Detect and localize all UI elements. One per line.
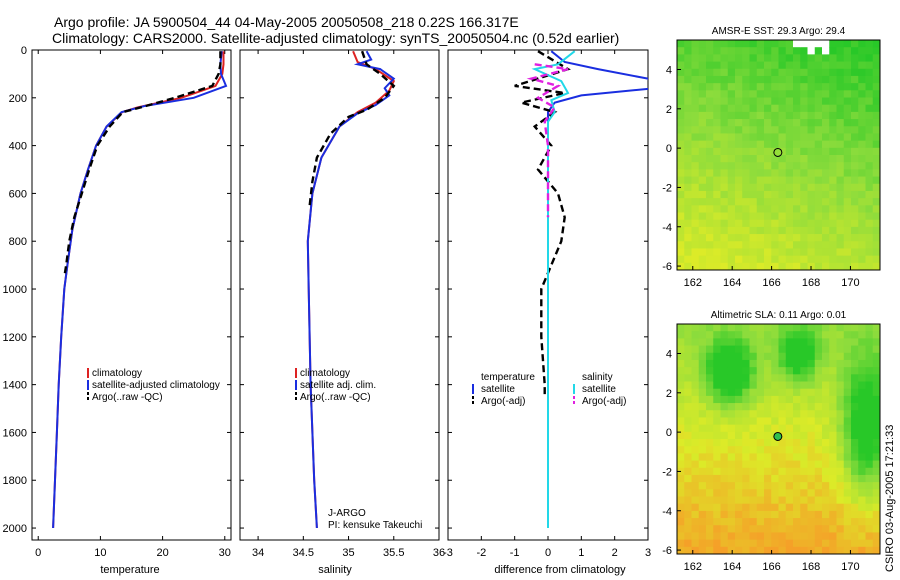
x-axis-label: difference from climatology [494, 564, 626, 576]
x-tick-label: 30 [219, 547, 231, 559]
x-tick-label: -2 [476, 547, 486, 559]
x-tick-label: 168 [802, 561, 820, 573]
x-axis-label: salinity [318, 564, 352, 576]
pi-annotation: PI: kensuke Takeuchi [328, 520, 422, 531]
legend-label: satellite-adjusted climatology [92, 380, 220, 391]
map-frame [676, 39, 881, 271]
x-tick-label: 0 [545, 547, 551, 559]
pi-annotation: J-ARGO [328, 508, 366, 519]
y-tick-label: -6 [662, 545, 672, 557]
y-tick-label: 1200 [3, 332, 27, 344]
series-line-temperature-satellite [547, 50, 648, 528]
series-line-argo-raw-qc- [308, 50, 396, 206]
y-tick-label: 200 [9, 93, 27, 105]
x-tick-label: 2 [612, 547, 618, 559]
x-tick-label: 36 [433, 547, 445, 559]
y-tick-label: 2 [666, 104, 672, 116]
x-tick-label: 168 [802, 277, 820, 289]
plot-frame [31, 49, 232, 541]
x-tick-label: -3 [443, 547, 453, 559]
x-tick-label: 166 [762, 561, 780, 573]
y-tick-label: -2 [662, 466, 672, 478]
series-line-satellite-adjusted-climatology [52, 51, 228, 529]
legend-label: climatology [92, 368, 142, 379]
x-tick-label: 162 [684, 561, 702, 573]
x-tick-label: 34.5 [293, 547, 314, 559]
x-tick-label: 164 [723, 277, 741, 289]
x-tick-label: 1 [578, 547, 584, 559]
x-tick-label: 164 [723, 561, 741, 573]
y-tick-label: -2 [662, 182, 672, 194]
timestamp-credit: CSIRO 03-Aug-2005 17:21:33 [884, 425, 896, 572]
y-tick-label: 2000 [3, 523, 27, 535]
y-tick-label: 0 [666, 143, 672, 155]
y-tick-label: 4 [666, 348, 672, 360]
x-tick-label: 162 [684, 277, 702, 289]
legend-label: climatology [300, 368, 350, 379]
y-tick-label: 800 [9, 236, 27, 248]
x-tick-label: 3 [645, 547, 651, 559]
legend-label: Argo(..raw -QC) [300, 392, 371, 403]
y-tick-label: 2 [666, 388, 672, 400]
x-tick-label: 0 [35, 547, 41, 559]
panel-salinity: 34 34.5 35 35.5 36 salinity climatologysatelli… [239, 49, 445, 576]
x-tick-label: 166 [762, 277, 780, 289]
legend-label: Argo(-adj) [582, 396, 626, 407]
y-tick-label: -4 [662, 222, 672, 234]
legend-label: satellite adj. clim. [300, 380, 376, 391]
x-tick-label: 170 [841, 561, 859, 573]
y-tick-label: 400 [9, 141, 27, 153]
legend-label: satellite [481, 384, 515, 395]
climatology-subtitle: Climatology: CARS2000. Satellite-adjuste… [52, 30, 620, 46]
series-line-argo-raw-qc- [63, 51, 222, 278]
y-tick-label: 1800 [3, 475, 27, 487]
map-title: AMSR-E SST: 29.3 Argo: 29.4 [712, 26, 846, 37]
map-field [677, 40, 881, 271]
x-tick-label: 20 [156, 547, 168, 559]
profile-title: Argo profile: JA 5900504_44 04-May-2005 … [54, 14, 519, 30]
x-tick-label: 34 [252, 547, 264, 559]
panel-temperature: 0 10 20 30 0 200 400 600 800 1000 1200 1400 1600 1800… [3, 45, 232, 576]
y-tick-label: 4 [666, 64, 672, 76]
legend-heading: temperature [481, 372, 535, 383]
y-tick-label: 0 [666, 427, 672, 439]
legend-heading: salinity [582, 372, 613, 383]
x-axis-label: temperature [100, 564, 159, 576]
map-panel-sla: Altimetric SLA: 0.11 Argo: 0.01 162 164 166… [662, 310, 881, 573]
panel-difference: -3 -2 -1 0 1 2 3 difference from climatology tem… [443, 49, 651, 576]
map-panel-sst: AMSR-E SST: 29.3 Argo: 29.4 162 164 166 168 1… [662, 26, 881, 289]
x-tick-label: 35.5 [383, 547, 404, 559]
y-tick-label: -4 [662, 506, 672, 518]
series-line-temperature-argo-adj- [514, 50, 571, 397]
series-line-salinity-argo-adj- [526, 63, 569, 218]
x-tick-label: 10 [94, 547, 106, 559]
legend-label: Argo(..raw -QC) [92, 392, 163, 403]
y-tick-label: 0 [21, 45, 27, 57]
map-field [677, 324, 881, 555]
x-tick-label: 35 [342, 547, 354, 559]
argo-location-marker [773, 431, 783, 441]
plot-frame [239, 49, 440, 541]
x-tick-label: 170 [841, 277, 859, 289]
y-tick-label: 600 [9, 188, 27, 200]
y-tick-label: 1600 [3, 427, 27, 439]
y-tick-label: 1000 [3, 284, 27, 296]
map-frame [676, 323, 881, 555]
argo-location-marker [773, 147, 783, 157]
map-title: Altimetric SLA: 0.11 Argo: 0.01 [711, 310, 847, 321]
y-tick-label: 1400 [3, 380, 27, 392]
legend-label: Argo(-adj) [481, 396, 525, 407]
legend-label: satellite [582, 384, 616, 395]
y-tick-label: -6 [662, 261, 672, 273]
x-tick-label: -1 [510, 547, 520, 559]
